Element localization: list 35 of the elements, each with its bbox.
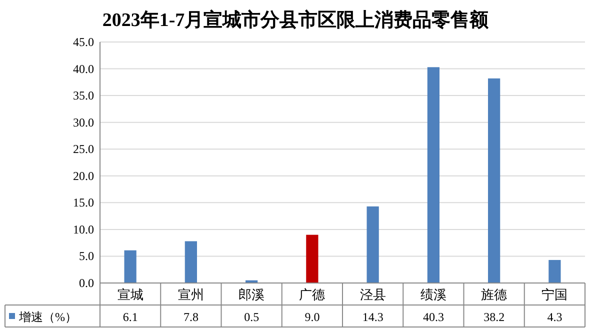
bar (366, 206, 379, 283)
y-tick-label: 15.0 (73, 196, 94, 210)
x-tick-label: 郎溪 (238, 287, 265, 302)
bar (488, 78, 500, 283)
text: 0.5 (244, 310, 260, 324)
y-tick-label: 30.0 (73, 115, 94, 130)
y-tick-label: 10.0 (73, 222, 94, 236)
bar (548, 260, 561, 283)
y-tick-label: 5.0 (79, 249, 94, 264)
bar (184, 241, 197, 283)
y-tick-label: 35.0 (73, 88, 94, 103)
x-tick-label: 绩溪 (420, 287, 446, 302)
x-tick-label: 旌德 (481, 287, 508, 302)
y-tick-label: 45.0 (73, 35, 94, 49)
bar (124, 250, 136, 283)
text: 7.8 (183, 310, 198, 324)
x-tick-label: 宣州 (178, 287, 204, 302)
y-tick-label: 0.0 (79, 276, 94, 290)
y-tick-label: 25.0 (73, 142, 94, 156)
x-tick-label: 广德 (299, 287, 326, 302)
x-tick-label: 宁国 (542, 287, 568, 302)
x-tick-label: 宣城 (117, 287, 144, 302)
bar (306, 234, 318, 283)
text: 6.1 (122, 310, 138, 324)
y-tick-label: 20.0 (73, 168, 94, 183)
text: 9.0 (304, 310, 320, 324)
text: 4.3 (547, 310, 562, 324)
y-tick-label: 40.0 (73, 62, 94, 76)
bar (427, 67, 440, 283)
legend-label: 增速（%） (18, 310, 77, 324)
text: 38.2 (484, 310, 505, 324)
chart-title: 2023年1-7月宣城市分县市区限上消费品零售额 (102, 9, 490, 31)
text: 40.3 (422, 310, 444, 324)
text: 14.3 (362, 310, 384, 324)
x-tick-label: 泾县 (360, 287, 386, 302)
